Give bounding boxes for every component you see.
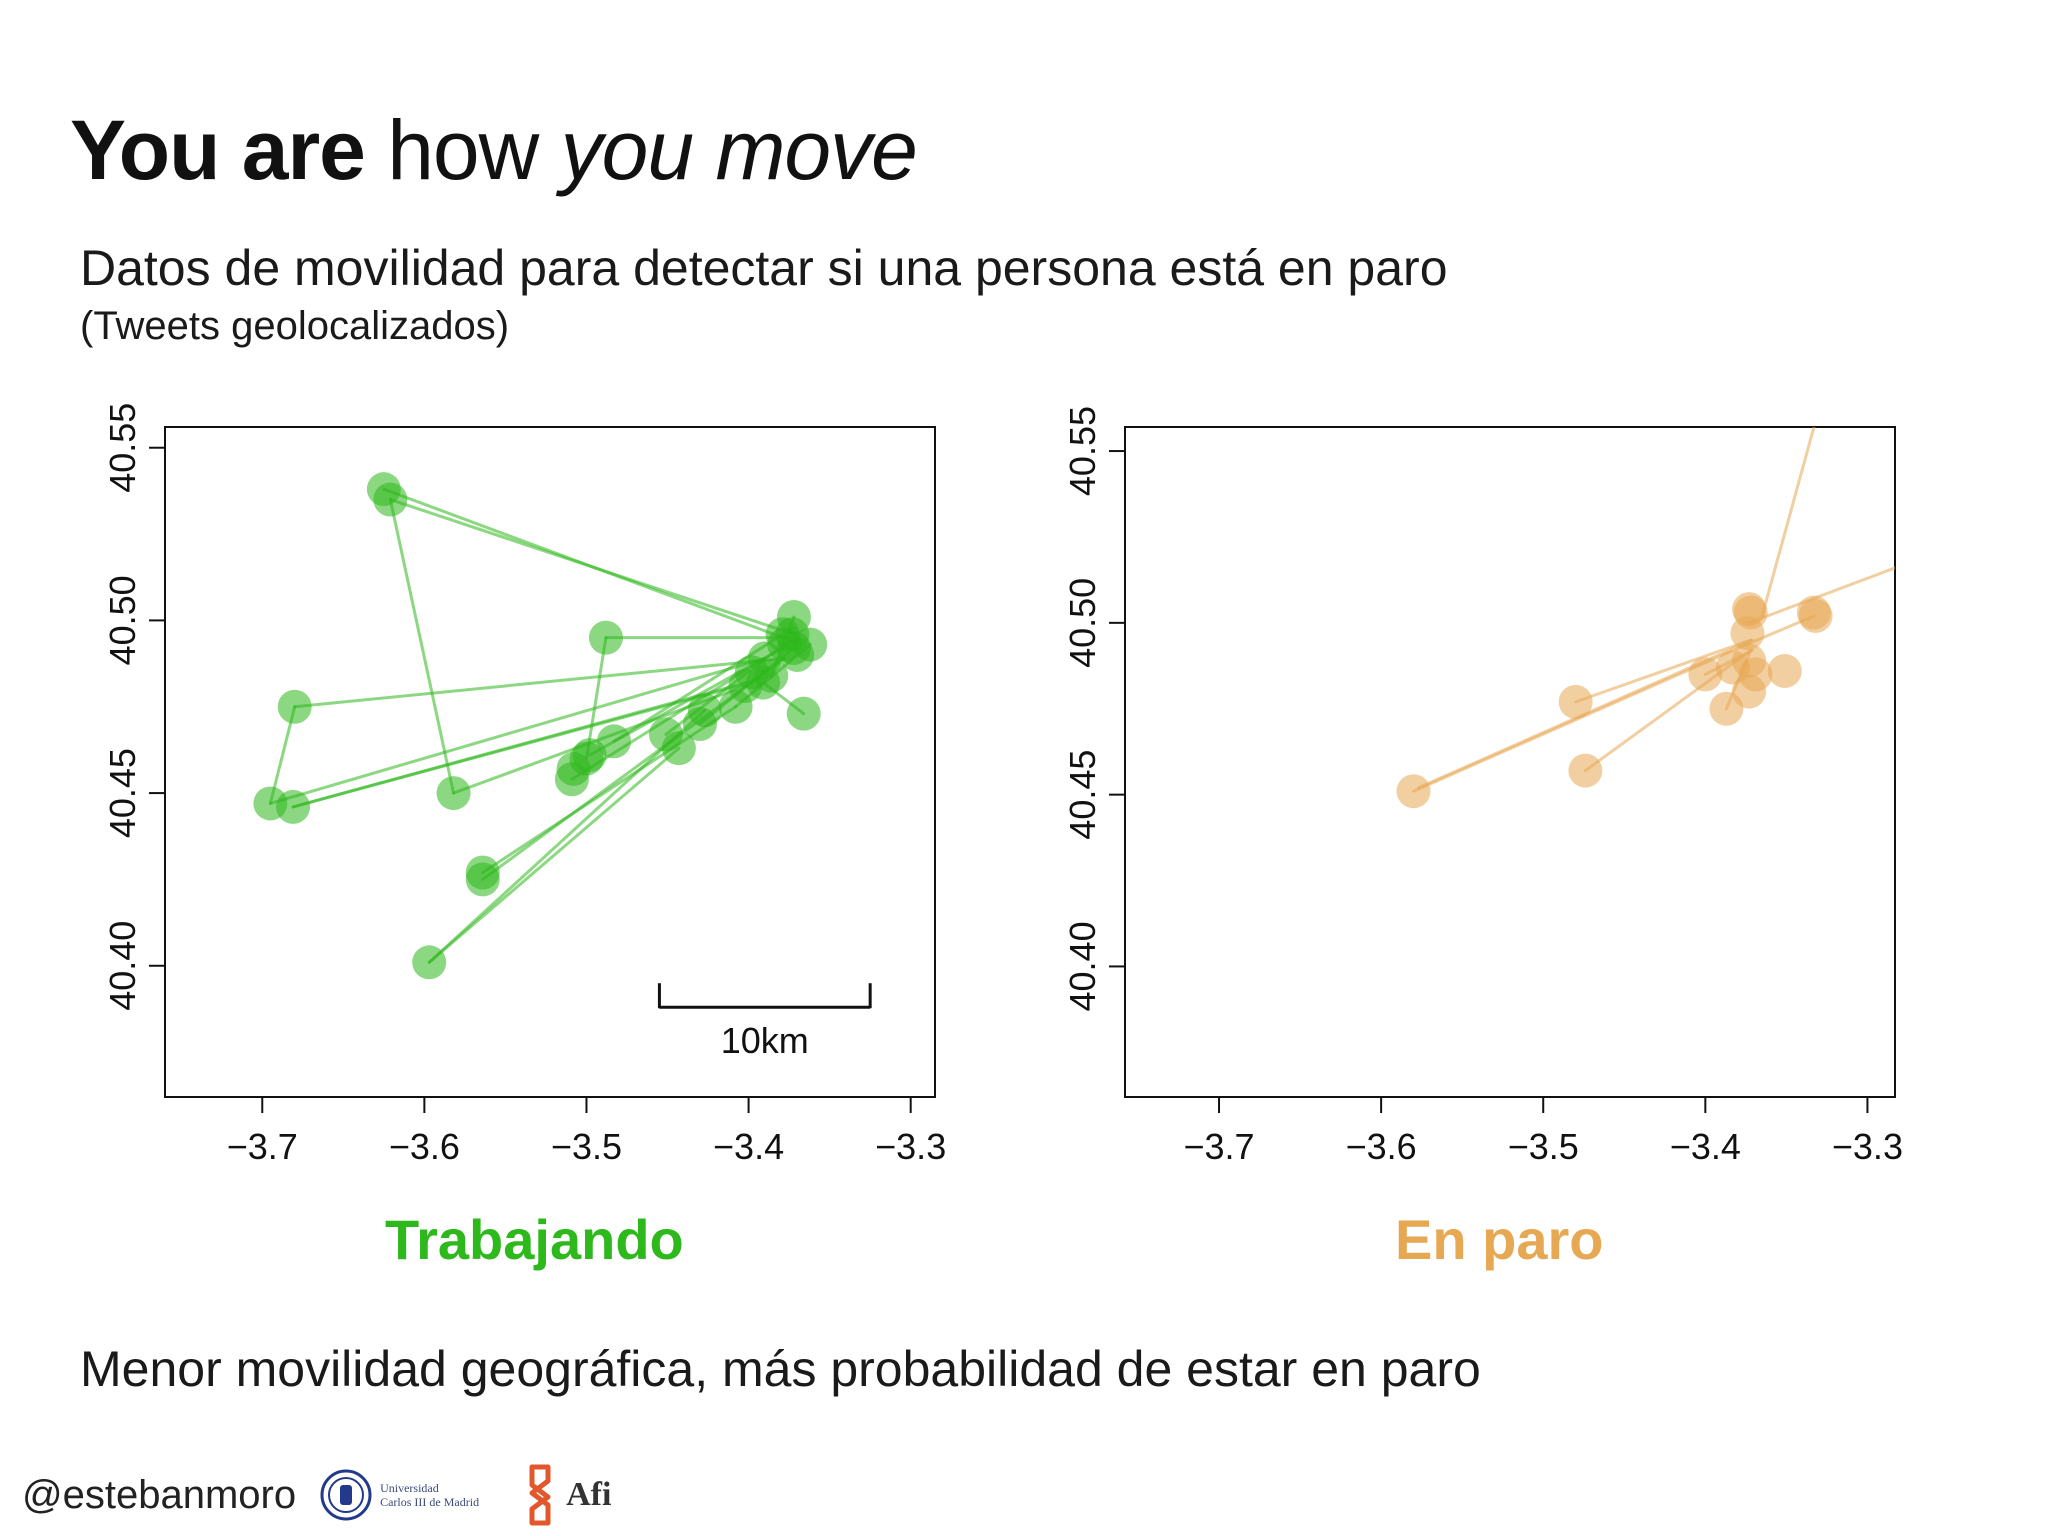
plot-frame xyxy=(164,426,936,1098)
chart-unemployed: −3.7 −3.6 −3.5 −3.4 −3.3 40.40 40.45 40.50 40.55 xyxy=(1062,406,1903,1167)
x-tick-label: −3.4 xyxy=(1670,1126,1741,1167)
twitter-handle: @estebanmoro xyxy=(22,1472,297,1517)
conclusion-text: Menor movilidad geográfica, más probabil… xyxy=(80,1341,1481,1397)
trajectory-segment xyxy=(427,746,681,964)
trajectory-segment xyxy=(1760,427,1816,618)
location-point xyxy=(412,945,447,980)
location-point xyxy=(1732,643,1767,678)
y-tick-label: 40.40 xyxy=(102,921,143,1011)
location-point xyxy=(276,789,311,824)
afi-emblem-icon xyxy=(529,1464,551,1526)
title-italic: you move xyxy=(560,103,918,197)
y-tick-label: 40.40 xyxy=(1062,921,1103,1011)
x-tick-label: −3.7 xyxy=(227,1126,298,1167)
scale-bar-label: 10km xyxy=(721,1020,809,1061)
x-tick-label: −3.5 xyxy=(551,1126,622,1167)
uc3m-line-2: Carlos III de Madrid xyxy=(380,1495,480,1509)
uc3m-seal-icon xyxy=(320,1469,372,1521)
footer: @estebanmoro Universidad Carlos III de M… xyxy=(22,1455,611,1535)
y-tick-label: 40.50 xyxy=(1062,578,1103,668)
subtitle: Datos de movilidad para detectar si una … xyxy=(80,240,1448,296)
location-point xyxy=(1798,598,1833,633)
uc3m-logo: Universidad Carlos III de Madrid xyxy=(320,1469,500,1521)
subtitle-note: (Tweets geolocalizados) xyxy=(80,304,510,348)
location-point xyxy=(780,637,815,672)
location-point xyxy=(1396,774,1431,809)
uc3m-line-1: Universidad xyxy=(380,1481,439,1495)
y-tick-label: 40.55 xyxy=(1062,406,1103,496)
trajectory-segment xyxy=(1574,638,1753,704)
data-layer xyxy=(253,472,828,980)
location-point xyxy=(588,620,623,655)
y-tick-label: 40.55 xyxy=(102,403,143,493)
panel-label-working: Trabajando xyxy=(385,1208,684,1271)
location-point xyxy=(1733,595,1768,630)
location-point xyxy=(1568,753,1603,788)
location-point xyxy=(373,482,408,517)
y-tick-label: 40.45 xyxy=(102,748,143,838)
y-tick-label: 40.50 xyxy=(102,575,143,665)
location-point xyxy=(687,693,722,728)
title-regular: how xyxy=(387,103,539,197)
plot-frame xyxy=(1124,426,1896,1098)
scale-bar: 10km xyxy=(657,983,872,1061)
trajectory-segment xyxy=(388,498,456,795)
x-tick-label: −3.3 xyxy=(875,1126,946,1167)
x-tick-label: −3.3 xyxy=(1832,1126,1903,1167)
x-tick-label: −3.7 xyxy=(1183,1126,1254,1167)
x-tick-label: −3.6 xyxy=(1346,1126,1417,1167)
x-tick-label: −3.4 xyxy=(713,1126,784,1167)
afi-wordmark: Afi xyxy=(566,1476,612,1513)
trajectory-segment xyxy=(268,656,767,805)
afi-logo: Afi xyxy=(518,1463,611,1527)
location-point xyxy=(465,862,500,897)
x-tick-label: −3.5 xyxy=(1508,1126,1579,1167)
location-point xyxy=(1767,653,1802,688)
location-point xyxy=(1688,657,1723,692)
location-point xyxy=(436,776,471,811)
location-point xyxy=(786,696,821,731)
data-layer xyxy=(1396,427,1895,809)
chart-working: −3.7 −3.6 −3.5 −3.4 −3.3 40.40 40.45 40.50 40.55… xyxy=(102,403,946,1167)
location-point xyxy=(277,689,312,724)
page-title: You are how you move xyxy=(70,100,918,200)
panel-label-unemployed: En paro xyxy=(1395,1208,1604,1271)
location-point xyxy=(661,731,696,766)
trajectory-segment xyxy=(382,487,794,643)
trajectory-segment xyxy=(293,656,786,709)
location-point xyxy=(1558,684,1593,719)
trajectory-segment xyxy=(1747,566,1895,625)
x-tick-label: −3.6 xyxy=(389,1126,460,1167)
y-tick-label: 40.45 xyxy=(1062,750,1103,840)
title-bold: You are xyxy=(70,103,366,197)
trajectory-segment xyxy=(427,708,707,964)
location-point xyxy=(597,724,632,759)
